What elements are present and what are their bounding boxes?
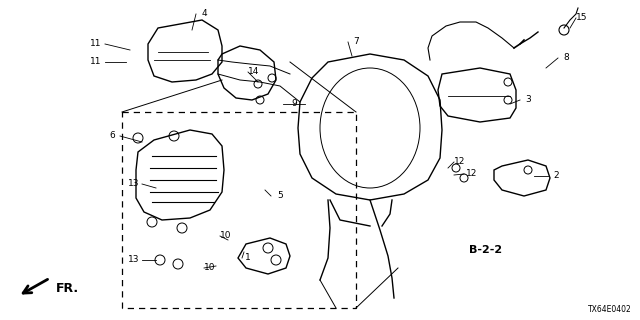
Text: FR.: FR. — [56, 283, 79, 295]
Text: 5: 5 — [277, 191, 283, 201]
Text: 10: 10 — [204, 263, 216, 273]
Text: 8: 8 — [563, 53, 569, 62]
Bar — [122, 112, 356, 308]
Text: TX64E0402: TX64E0402 — [588, 305, 632, 314]
Text: 12: 12 — [467, 170, 477, 179]
Text: 1: 1 — [245, 253, 251, 262]
Text: 6: 6 — [109, 132, 115, 140]
Text: 2: 2 — [553, 172, 559, 180]
Text: 3: 3 — [525, 95, 531, 105]
Text: 11: 11 — [90, 58, 102, 67]
Text: 11: 11 — [90, 39, 102, 49]
Text: 13: 13 — [128, 180, 140, 188]
Text: 9: 9 — [291, 100, 297, 108]
Text: 12: 12 — [454, 157, 466, 166]
Text: 4: 4 — [201, 10, 207, 19]
Text: 10: 10 — [220, 231, 232, 241]
Text: 7: 7 — [353, 37, 359, 46]
Text: B-2-2: B-2-2 — [469, 245, 502, 255]
Text: 13: 13 — [128, 255, 140, 265]
Text: 15: 15 — [576, 13, 588, 22]
Text: 14: 14 — [248, 68, 260, 76]
